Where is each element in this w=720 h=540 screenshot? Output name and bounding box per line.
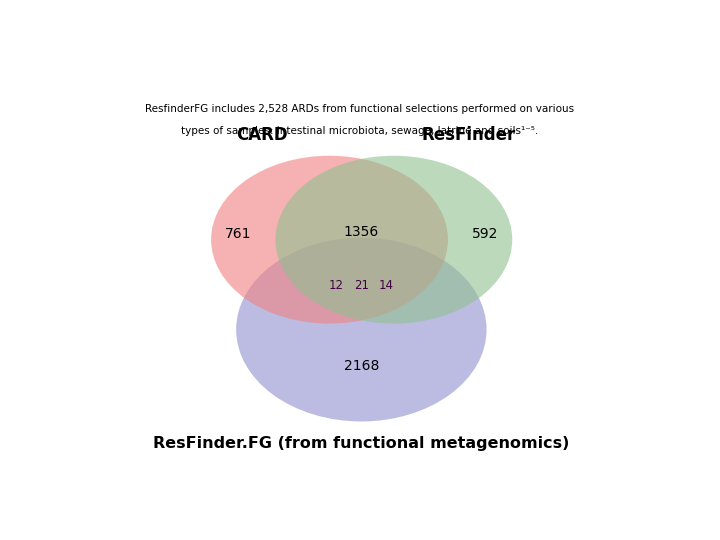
Text: 592: 592 [472,227,498,241]
Text: The resistome of pathogens/culturable bacteria is distinct from that
of intestin: The resistome of pathogens/culturable ba… [0,23,720,64]
Text: ResFinder: ResFinder [421,126,516,144]
Text: ResfinderFG includes 2,528 ARDs from functional selections performed on various: ResfinderFG includes 2,528 ARDs from fun… [145,104,575,114]
Text: 761: 761 [225,227,251,241]
Text: 8: 8 [680,508,691,523]
Text: 1356: 1356 [343,225,379,239]
Text: 12: 12 [329,279,344,292]
Text: 14: 14 [378,279,393,292]
Ellipse shape [275,156,513,323]
Text: CARD: CARD [236,126,288,144]
Text: 1. Forsberg, K. J. et al. Nature 509, 612–616 (2014).; 2. Gibson, M. K. et al. N: 1. Forsberg, K. J. et al. Nature 509, 61… [7,505,338,522]
Ellipse shape [236,238,487,421]
Text: 21: 21 [354,279,369,292]
Text: 2168: 2168 [343,359,379,373]
Text: types of samples: intestinal microbiota, sewage, latrine and soils¹⁻⁵.: types of samples: intestinal microbiota,… [181,126,539,136]
Ellipse shape [211,156,448,323]
Text: ResFinder.FG (from functional metagenomics): ResFinder.FG (from functional metagenomi… [153,436,570,451]
